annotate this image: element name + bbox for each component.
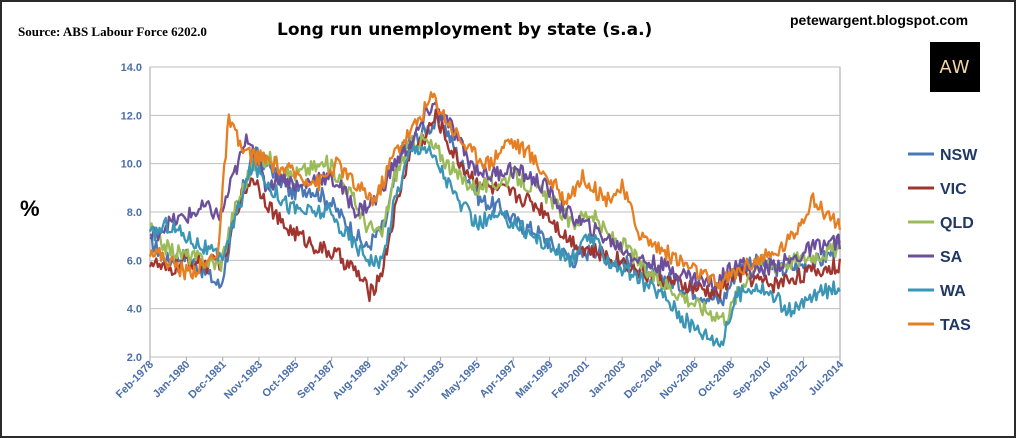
y-tick-label: 10.0 (121, 159, 142, 171)
x-tick-label: May-1995 (439, 359, 483, 403)
y-tick-label: 8.0 (127, 207, 142, 219)
legend-label-sa: SA (940, 249, 963, 266)
x-tick-label: Aug-2012 (766, 359, 810, 403)
legend-label-nsw: NSW (940, 147, 978, 164)
x-tick-label: Feb-2001 (550, 359, 592, 401)
y-axis-label: % (20, 196, 40, 221)
x-tick-label: Nov-1983 (222, 359, 265, 402)
legend-label-wa: WA (940, 283, 966, 300)
source-note: Source: ABS Labour Force 6202.0 (18, 24, 207, 39)
x-tick-label: Feb-1978 (114, 359, 156, 401)
series-line-tas (148, 91, 842, 291)
legend-label-tas: TAS (940, 317, 971, 334)
chart-title: Long run unemployment by state (s.a.) (277, 20, 653, 40)
y-tick-label: 12.0 (121, 110, 142, 122)
x-tick-label: Nov-2006 (658, 359, 701, 402)
legend-label-qld: QLD (940, 215, 974, 232)
y-tick-label: 4.0 (127, 304, 142, 316)
y-tick-label: 2.0 (127, 352, 142, 364)
y-tick-label: 6.0 (127, 255, 142, 267)
aw-logo: AW (930, 42, 980, 92)
x-tick-label: Jul-2014 (807, 358, 847, 398)
legend-label-vic: VIC (940, 181, 967, 198)
y-tick-label: 14.0 (121, 62, 142, 74)
x-tick-label: Aug-1989 (330, 359, 374, 403)
x-tick-label: Apr-1997 (478, 359, 520, 401)
series-line-wa (148, 144, 841, 348)
x-tick-label: Mar-1999 (513, 359, 555, 401)
blog-url: petewargent.blogspot.com (790, 12, 969, 28)
